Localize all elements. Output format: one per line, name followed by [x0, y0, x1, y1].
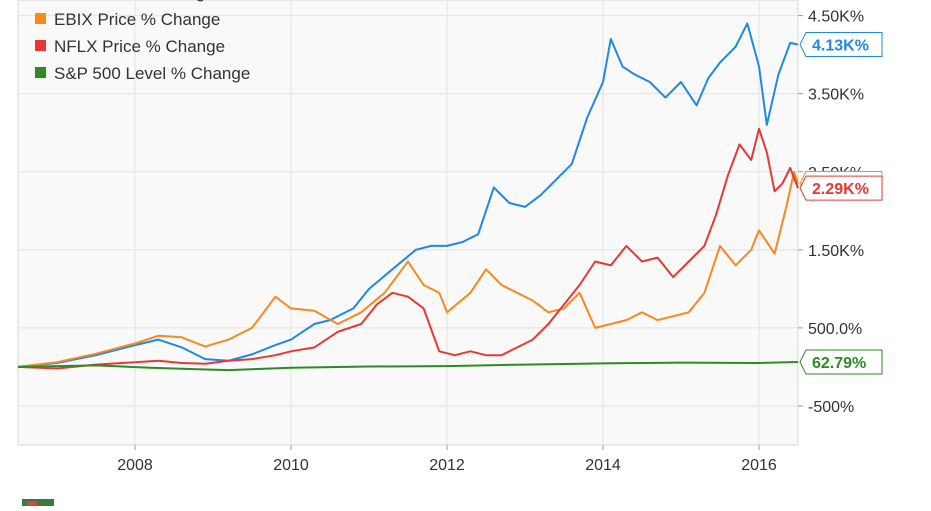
series-group: [17, 22, 799, 372]
legend: DLB Price % Change EBIX Price % Change NFL…: [35, 0, 250, 83]
plot-area: [17, 0, 799, 446]
legend-label: S&P 500 Level % Change: [54, 64, 250, 83]
ycharts-logo: [22, 499, 54, 509]
y-tick-label: 3.50K%: [808, 87, 864, 104]
legend-item-1: EBIX Price % Change: [35, 10, 220, 29]
x-tick-label: 2010: [273, 457, 309, 474]
series-line-1: [17, 170, 799, 368]
end-label-flag-3: 62.79%: [799, 349, 883, 375]
y-tick-label: 4.50K%: [808, 9, 864, 26]
series-line-2: [17, 127, 799, 370]
y-tick-label: -500%: [808, 399, 854, 416]
legend-swatch: [35, 67, 46, 78]
x-tick-label: 2016: [741, 457, 777, 474]
y-tick-label: 1.50K%: [808, 243, 864, 260]
x-axis: 2008 2010 2012 2014 2016: [117, 445, 777, 474]
x-tick-label: 2012: [429, 457, 465, 474]
legend-swatch: [35, 40, 46, 51]
series-line-0: [17, 22, 799, 368]
legend-item-0: DLB Price % Change: [54, 0, 215, 2]
legend-label: NFLX Price % Change: [54, 37, 225, 56]
end-label-text: 2.29K%: [812, 181, 869, 198]
end-labels: 4.13K%2.35K%2.29K%62.79%: [799, 32, 883, 375]
legend-item-2: NFLX Price % Change: [35, 37, 225, 56]
end-label-flag-0: 4.13K%: [799, 32, 883, 57]
end-label-text: 62.79%: [812, 355, 866, 372]
legend-label: DLB Price % Change: [54, 0, 215, 2]
legend-item-3: S&P 500 Level % Change: [35, 64, 250, 83]
end-label-text: 4.13K%: [812, 38, 869, 55]
series-line-3: [17, 361, 799, 372]
legend-swatch: [35, 13, 46, 24]
end-label-flag-2: 2.29K%: [799, 175, 883, 201]
y-tick-label: 500.0%: [808, 321, 862, 338]
x-tick-label: 2014: [585, 457, 621, 474]
grid: [18, 0, 798, 445]
legend-label: EBIX Price % Change: [54, 10, 220, 29]
x-tick-label: 2008: [117, 457, 153, 474]
